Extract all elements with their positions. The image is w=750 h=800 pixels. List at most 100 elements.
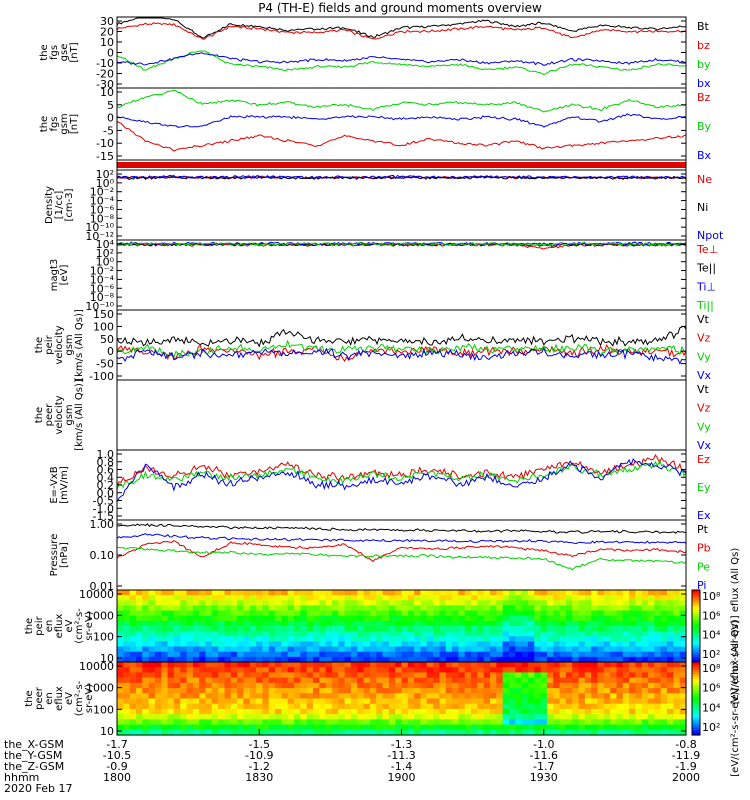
heatmap-cell <box>629 672 637 679</box>
heatmap-cell <box>490 610 497 617</box>
heatmap-cell <box>161 610 169 617</box>
heatmap-cell <box>641 600 649 607</box>
heatmap-cell <box>414 620 422 627</box>
heatmap-cell <box>154 636 162 643</box>
heatmap-cell <box>426 626 434 632</box>
heatmap-cell <box>344 641 352 648</box>
heatmap-cell <box>205 595 213 601</box>
heatmap-cell <box>218 698 226 705</box>
heatmap-cell <box>490 693 497 700</box>
heatmap-cell <box>635 600 643 607</box>
heatmap-cell <box>407 605 415 612</box>
y-axis-label: velocity <box>54 395 65 434</box>
y-axis-label: [mV/m] <box>59 466 70 504</box>
heatmap-cell <box>123 672 131 679</box>
heatmap-cell <box>180 703 188 710</box>
heatmap-cell <box>426 672 434 679</box>
heatmap-cell <box>192 600 200 607</box>
y-tick-label: 0 <box>107 47 114 60</box>
heatmap-cell <box>414 595 422 601</box>
heatmap-cell <box>679 636 687 643</box>
heatmap-cell <box>527 595 535 601</box>
heatmap-cell <box>401 620 409 627</box>
heatmap-cell <box>420 714 428 720</box>
heatmap-cell <box>660 636 668 643</box>
heatmap-cell <box>161 662 169 668</box>
colorbar-cell <box>692 650 700 653</box>
heatmap-cell <box>230 610 238 617</box>
heatmap-cell <box>180 662 188 668</box>
heatmap-cell <box>426 677 434 684</box>
heatmap-cell <box>515 662 523 668</box>
heatmap-cell <box>559 667 567 674</box>
heatmap-cell <box>357 636 365 643</box>
heatmap-cell <box>508 714 516 720</box>
heatmap-cell <box>117 693 124 700</box>
heatmap-cell <box>584 626 592 632</box>
heatmap-cell <box>344 590 352 596</box>
heatmap-cell <box>211 605 219 612</box>
heatmap-cell <box>395 714 403 720</box>
heatmap-cell <box>490 719 497 726</box>
heatmap-cell <box>490 641 497 648</box>
heatmap-cell <box>635 667 643 674</box>
heatmap-cell <box>660 698 668 705</box>
heatmap-cell <box>306 698 314 705</box>
heatmap-cell <box>218 708 226 715</box>
heatmap-cell <box>135 626 143 632</box>
heatmap-cell <box>540 615 548 622</box>
heatmap-cell <box>534 620 542 627</box>
heatmap-cell <box>350 615 358 622</box>
heatmap-cell <box>388 651 396 658</box>
heatmap-cell <box>603 615 611 622</box>
heatmap-cell <box>565 605 573 612</box>
heatmap-cell <box>660 703 668 710</box>
heatmap-cell <box>445 615 453 622</box>
heatmap-cell <box>350 605 358 612</box>
heatmap-cell <box>546 605 554 612</box>
heatmap-cell <box>629 615 637 622</box>
heatmap-cell <box>325 620 333 627</box>
heatmap-cell <box>471 641 478 648</box>
heatmap-cell <box>420 626 428 632</box>
heatmap-cell <box>382 636 390 643</box>
heatmap-cell <box>584 708 592 715</box>
colorbar-cell <box>692 730 700 734</box>
heatmap-cell <box>218 724 226 731</box>
colorbar-cell <box>692 671 700 675</box>
heatmap-cell <box>173 620 181 627</box>
heatmap-cell <box>527 708 535 715</box>
colorbar-tick-label: 10⁸ <box>702 590 721 603</box>
heatmap-cell <box>420 703 428 710</box>
heatmap-cell <box>281 600 289 607</box>
heatmap-cell <box>401 590 409 596</box>
heatmap-cell <box>654 667 662 674</box>
heatmap-cell <box>350 682 358 689</box>
y-axis-label: eV <box>64 619 75 632</box>
heatmap-cell <box>325 590 333 596</box>
heatmap-cell <box>186 610 194 617</box>
heatmap-cell <box>578 667 586 674</box>
heatmap-cell <box>502 698 510 705</box>
heatmap-cell <box>148 662 156 668</box>
heatmap-cell <box>508 667 516 674</box>
heatmap-cell <box>154 595 162 601</box>
heatmap-cell <box>426 590 434 596</box>
heatmap-cell <box>123 667 131 674</box>
heatmap-cell <box>237 724 245 731</box>
heatmap-cell <box>496 677 504 684</box>
heatmap-cell <box>654 724 662 731</box>
heatmap-cell <box>420 651 428 658</box>
heatmap-cell <box>679 626 687 632</box>
heatmap-cell <box>224 646 232 653</box>
heatmap-cell <box>218 615 226 622</box>
heatmap-cell <box>667 698 674 705</box>
heatmap-cell <box>325 631 333 637</box>
heatmap-cell <box>660 651 668 658</box>
heatmap-cell <box>249 620 257 627</box>
heatmap-cell <box>508 703 516 710</box>
heatmap-cell <box>161 677 169 684</box>
heatmap-cell <box>553 651 561 658</box>
y-tick-label: 150 <box>93 308 114 321</box>
heatmap-cell <box>211 620 219 627</box>
